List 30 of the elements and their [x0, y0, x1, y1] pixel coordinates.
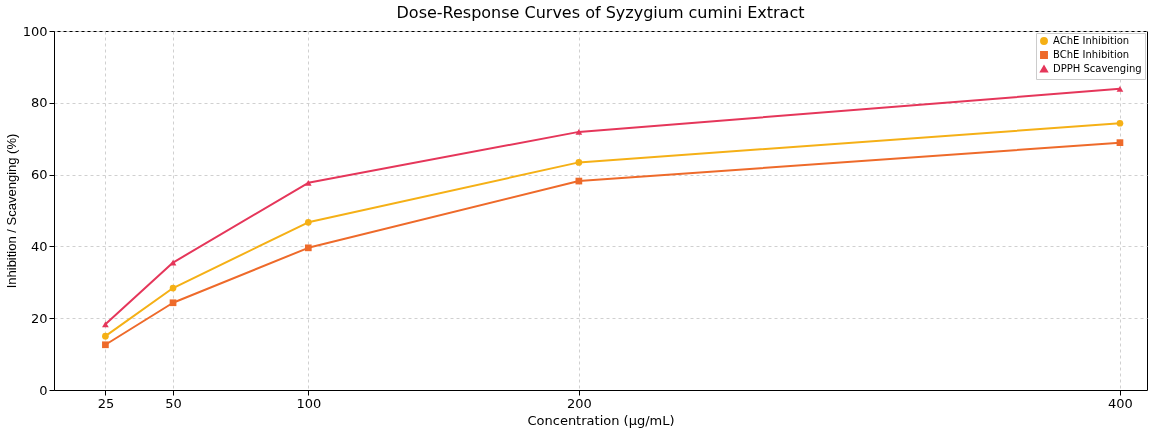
legend-label: DPPH Scavenging	[1053, 63, 1142, 74]
y-tick-label: 60	[30, 167, 48, 183]
y-tick-label: 40	[30, 238, 48, 254]
point	[169, 284, 177, 292]
x-tick-label: 200	[566, 395, 592, 411]
point	[1116, 119, 1124, 127]
x-tick-label: 100	[296, 395, 322, 411]
point	[304, 179, 312, 186]
y-tick-label: 80	[30, 95, 48, 111]
point	[102, 332, 109, 340]
y-tick-label: 20	[30, 310, 48, 326]
point	[169, 299, 177, 307]
point	[575, 128, 583, 135]
x-tick-label: 50	[165, 395, 182, 411]
x-tick-label: 25	[97, 395, 115, 411]
point	[304, 244, 312, 252]
legend-label: AChE Inhibition	[1053, 35, 1130, 46]
y-tick-label: 0	[39, 382, 48, 398]
point	[102, 341, 109, 349]
x-axis-title: Concentration (µg/mL)	[527, 412, 675, 428]
x-tick-label: 400	[1108, 395, 1133, 411]
point	[1116, 139, 1124, 146]
point	[304, 219, 312, 226]
point	[1116, 85, 1124, 92]
chart-title: Dose-Response Curves of Syzygium cumini Extract	[396, 3, 805, 22]
point	[102, 321, 109, 328]
y-tick-label: 100	[22, 23, 48, 39]
y-axis-title: Inhibition / Scavenging (%)	[3, 133, 19, 289]
legend-label: BChE Inhibition	[1053, 49, 1130, 60]
point	[575, 159, 583, 166]
